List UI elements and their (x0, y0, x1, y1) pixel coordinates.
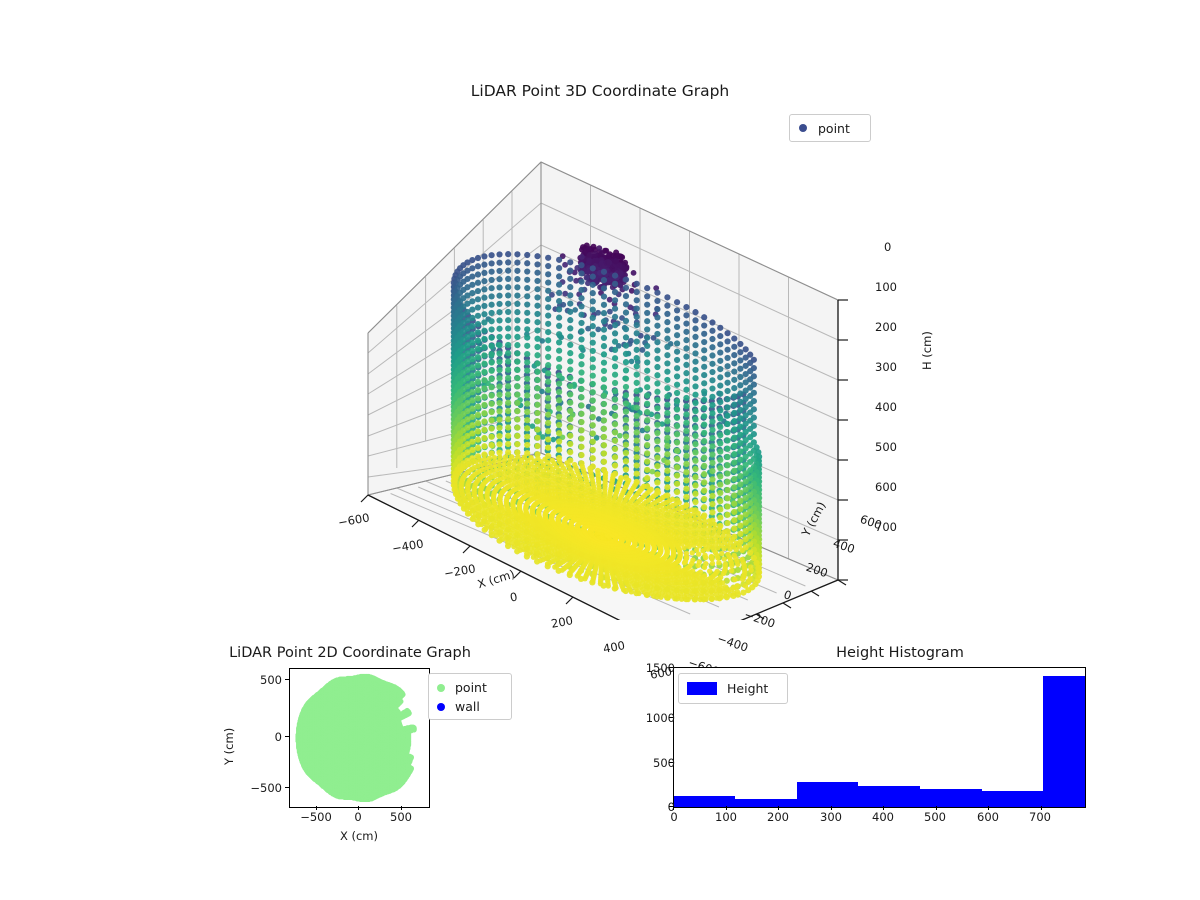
plot-2d-x-tickmark-0 (316, 806, 317, 810)
z-tick-1: 100 (875, 280, 897, 294)
plot-3d-legend[interactable]: point (789, 114, 871, 142)
plot-2d-x-tick-2: 500 (376, 810, 426, 824)
plot-2d-canvas (290, 669, 429, 807)
z-tick-0: 0 (884, 240, 891, 254)
histogram-y-tick-1: 500 (615, 756, 675, 770)
histogram-y-tick-2: 1000 (615, 711, 675, 725)
histogram-bar (920, 789, 982, 807)
plot-2d-y-tick-1: 0 (232, 730, 282, 744)
histogram-legend[interactable]: Height (678, 673, 788, 704)
plot-2d-x-axis-label: X (cm) (279, 829, 439, 843)
legend-2d-item-wall[interactable]: wall (437, 697, 503, 716)
histogram-bar (797, 782, 858, 807)
legend-point-label: point (818, 121, 850, 136)
x-tick-4: 200 (550, 613, 574, 631)
plot-3d-title: LiDAR Point 3D Coordinate Graph (0, 82, 1200, 100)
plot-2d-y-tickmark-2 (285, 787, 289, 788)
point-cloud-2d (295, 674, 416, 802)
plot-2d-x-tickmark-2 (401, 806, 402, 810)
plot-2d-y-tick-0: 500 (232, 673, 282, 687)
z-tick-4: 400 (875, 400, 897, 414)
histogram-x-tickmark-1 (726, 806, 727, 810)
plot-2d-legend[interactable]: point wall (428, 673, 512, 720)
legend-2d-point-label: point (455, 680, 487, 695)
z-tick-6: 600 (875, 480, 897, 494)
x-tick-5: 400 (602, 638, 626, 656)
histogram-x-tick-1: 100 (701, 810, 751, 824)
z-tick-5: 500 (875, 440, 897, 454)
histogram-y-tickmark-2 (669, 717, 673, 718)
histogram-x-tickmark-6 (988, 806, 989, 810)
histogram-x-tick-6: 600 (963, 810, 1013, 824)
plot-3d-axes: 0 100 200 300 400 500 600 700 H (cm) −60… (0, 150, 1200, 620)
plot-3d-panel: LiDAR Point 3D Coordinate Graph point (0, 0, 1200, 630)
plot-2d-x-tickmark-1 (358, 806, 359, 810)
plot-2d-y-axis-label: Y (cm) (222, 728, 236, 765)
legend-wall-marker-icon (437, 703, 445, 711)
histogram-x-tickmark-5 (936, 806, 937, 810)
histogram-x-tickmark-0 (673, 806, 674, 810)
plot-2d-y-tickmark-1 (285, 736, 289, 737)
histogram-x-tick-7: 700 (1015, 810, 1065, 824)
plot-2d-axes (289, 668, 430, 808)
legend-height-label: Height (727, 681, 768, 696)
histogram-x-tick-4: 400 (858, 810, 908, 824)
legend-point-marker-icon (437, 684, 445, 692)
histogram-y-tick-3: 1500 (615, 661, 675, 675)
histogram-x-tickmark-4 (883, 806, 884, 810)
plot-2d-y-tick-2: −500 (232, 781, 282, 795)
histogram-x-tick-5: 500 (910, 810, 960, 824)
histogram-x-tick-0: 0 (649, 810, 699, 824)
plot-3d-canvas (0, 150, 1200, 620)
histogram-x-tickmark-7 (1041, 806, 1042, 810)
histogram-x-tick-3: 300 (806, 810, 856, 824)
histogram-bar (982, 791, 1043, 807)
histogram-title: Height Histogram (700, 645, 1100, 661)
histogram-bar (735, 799, 797, 807)
histogram-bar (1043, 676, 1085, 807)
legend-point-marker-icon (799, 124, 807, 132)
legend-height-swatch-icon (687, 682, 717, 695)
histogram-y-tickmark-3 (669, 667, 673, 668)
histogram-y-tickmark-1 (669, 762, 673, 763)
histogram-x-tickmark-2 (778, 806, 779, 810)
histogram-x-tick-2: 200 (753, 810, 803, 824)
plot-2d-y-tickmark-0 (285, 679, 289, 680)
histogram-x-tickmark-3 (831, 806, 832, 810)
histogram-bar (858, 786, 920, 807)
z-tick-3: 300 (875, 360, 897, 374)
z-axis-label: H (cm) (920, 331, 934, 370)
legend-2d-wall-label: wall (455, 699, 480, 714)
z-tick-2: 200 (875, 320, 897, 334)
plot-2d-title: LiDAR Point 2D Coordinate Graph (150, 645, 550, 661)
legend-2d-item-point[interactable]: point (437, 678, 503, 697)
